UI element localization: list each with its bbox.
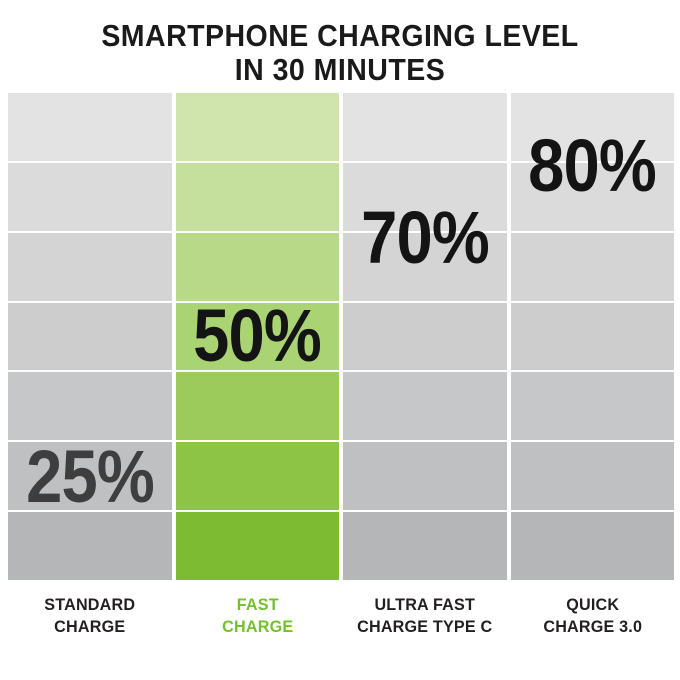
band (510, 372, 674, 441)
chart-title-line1: SMARTPHONE CHARGING LEVEL (101, 18, 579, 53)
band (343, 232, 507, 301)
band (343, 512, 507, 581)
band (8, 93, 172, 161)
category-label-line: CHARGE (54, 617, 126, 636)
band (8, 302, 172, 371)
category-label-line: STANDARD (44, 595, 136, 614)
band (8, 162, 172, 231)
band (175, 93, 339, 161)
band (343, 442, 507, 511)
band (343, 302, 507, 371)
band (8, 372, 172, 441)
bar-chart-area: 25% 50% 70% 80% (8, 93, 674, 581)
bar-standard-charge: 25% (8, 93, 172, 581)
band (343, 93, 507, 161)
band (8, 442, 172, 511)
band (8, 232, 172, 301)
band (510, 93, 674, 161)
category-label-quick-charge: QUICK CHARGE 3.0 (515, 594, 670, 638)
band (510, 232, 674, 301)
category-labels: STANDARD CHARGE FAST CHARGE ULTRA FAST C… (8, 594, 674, 638)
bar-ultra-fast-charge-type-c: 70% (343, 93, 507, 581)
value-label-ultra-fast-charge: 70% (360, 196, 490, 279)
band (343, 372, 507, 441)
bar-fast-charge: 50% (175, 93, 339, 581)
bar-quick-charge-3-0: 80% (510, 93, 674, 581)
band (510, 442, 674, 511)
band (510, 302, 674, 371)
category-label-line: QUICK (565, 595, 619, 614)
chart-title-line2: IN 30 MINUTES (234, 52, 446, 87)
band (510, 162, 674, 231)
band (175, 442, 339, 511)
value-label-standard-charge: 25% (25, 435, 155, 518)
category-label-line: ULTRA FAST (374, 595, 476, 614)
band (175, 512, 339, 581)
category-label-line: CHARGE TYPE C (357, 617, 493, 636)
value-label-quick-charge: 80% (528, 124, 657, 207)
value-label-fast-charge: 50% (193, 294, 322, 377)
band (175, 302, 339, 371)
category-label-line: FAST (236, 595, 279, 614)
category-label-standard-charge: STANDARD CHARGE (12, 594, 167, 638)
band (175, 372, 339, 441)
band (343, 162, 507, 231)
band (175, 162, 339, 231)
band (510, 512, 674, 581)
category-label-line: CHARGE (221, 617, 293, 636)
band (175, 232, 339, 301)
category-label-fast-charge: FAST CHARGE (180, 594, 335, 638)
band (8, 512, 172, 581)
chart-title: SMARTPHONE CHARGING LEVEL IN 30 MINUTES (27, 19, 653, 87)
category-label-line: CHARGE 3.0 (542, 617, 642, 636)
category-label-ultra-fast-charge: ULTRA FAST CHARGE TYPE C (347, 594, 502, 638)
